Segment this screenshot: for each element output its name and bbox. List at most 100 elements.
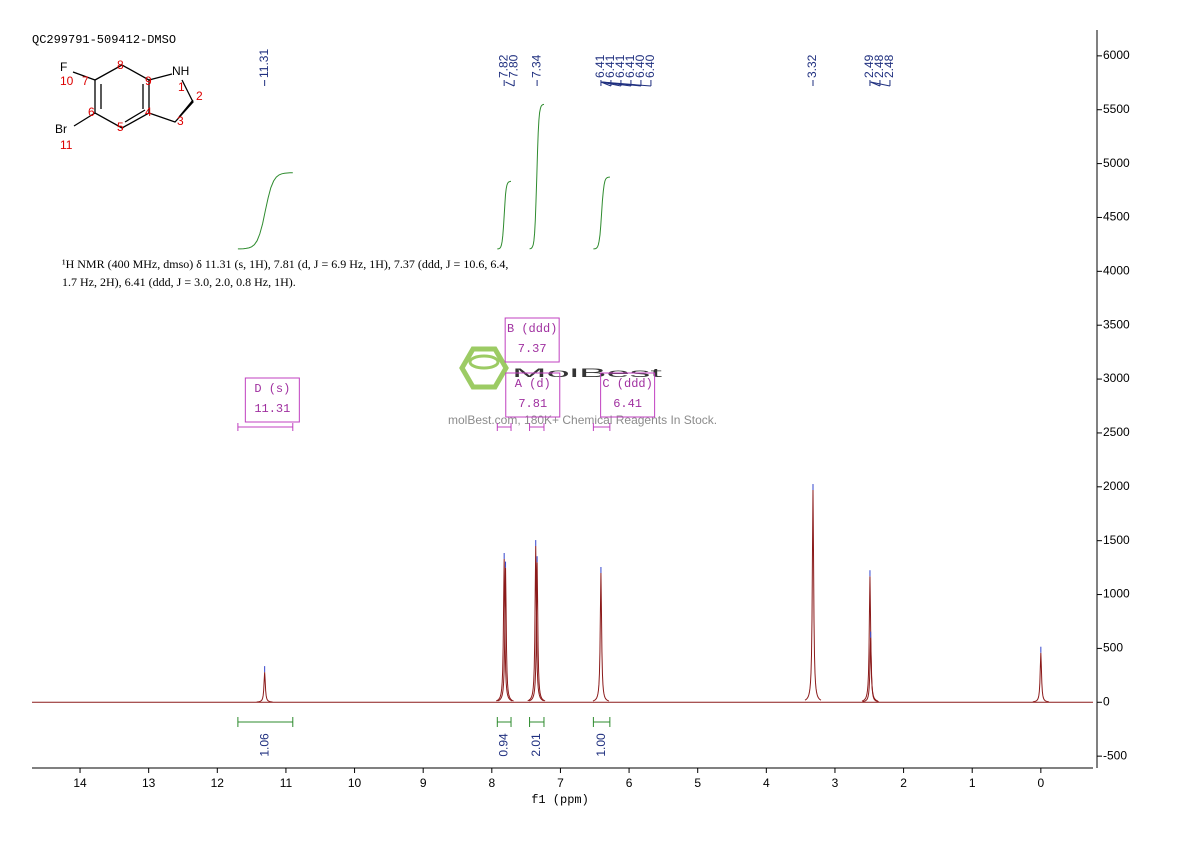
sample-id: QC299791-509412-DMSO — [32, 33, 176, 47]
peak-label: 6.41 — [603, 54, 617, 78]
peak-label: 7.82 — [496, 54, 510, 78]
x-tick-label: 11 — [280, 776, 293, 790]
watermark: MolBest molBest.com, 180K+ Chemical Reag… — [448, 346, 717, 427]
atom-number: 11 — [60, 138, 73, 152]
y-tick-label: 5000 — [1103, 156, 1130, 170]
atom-number: 3 — [177, 114, 184, 128]
description: ¹H NMR (400 MHz, dmso) δ 11.31 (s, 1H), … — [62, 257, 508, 271]
peak-label: 6.41 — [593, 54, 607, 78]
y-tick-label: 4000 — [1103, 264, 1130, 278]
peak — [592, 572, 610, 702]
molecule — [72, 64, 194, 129]
peak-label-connector — [601, 80, 652, 87]
peak-label: 2.48 — [882, 54, 896, 78]
atom: F — [60, 60, 67, 74]
x-tick-label: 7 — [557, 776, 564, 790]
x-tick-label: 12 — [211, 776, 225, 790]
x-axis-label: f1 (ppm) — [531, 793, 589, 807]
peak-label: 2.49 — [862, 54, 876, 78]
y-tick-label: 2500 — [1103, 425, 1130, 439]
x-tick-label: 6 — [626, 776, 633, 790]
atom-number: 9 — [145, 74, 152, 88]
multiplet-label: A (d) — [515, 377, 551, 391]
x-tick-label: 10 — [348, 776, 362, 790]
x-tick-label: 13 — [142, 776, 156, 790]
double-bonds — [100, 84, 146, 123]
peak — [495, 558, 513, 702]
atom: NH — [172, 64, 189, 78]
multiplet-range — [592, 423, 611, 431]
x-tick-label: 5 — [694, 776, 701, 790]
integral-curve — [497, 180, 511, 250]
atom-number: 7 — [82, 74, 89, 88]
peak-label: 7.34 — [529, 54, 543, 78]
y-tick-label: 3500 — [1103, 317, 1130, 331]
description: 1.7 Hz, 2H), 6.41 (ddd, J = 3.0, 2.0, 0.… — [62, 275, 296, 289]
integral-label: 0.94 — [496, 733, 510, 757]
watermark-text: molBest.com, 180K+ Chemical Reagents In … — [448, 413, 717, 427]
atom-number: 2 — [196, 89, 203, 103]
atom-number: 6 — [88, 105, 95, 119]
x-tick-label: 1 — [969, 776, 976, 790]
x-tick-label: 9 — [420, 776, 427, 790]
peak-label-connector — [870, 80, 891, 87]
multiplet-shift: 7.37 — [518, 342, 547, 356]
y-tick-label: 1500 — [1103, 533, 1130, 547]
atom-number: 5 — [117, 120, 124, 134]
peak — [862, 637, 879, 703]
peak — [804, 490, 822, 701]
x-tick-label: 14 — [73, 776, 87, 790]
y-tick-label: 2000 — [1103, 479, 1130, 493]
multiplet-box — [504, 317, 560, 363]
peak-label: 3.32 — [805, 54, 819, 78]
atom-number: 1 — [178, 80, 185, 94]
integral-label: 2.01 — [529, 733, 543, 757]
multiplet-label: D (s) — [254, 382, 290, 396]
y-tick-label: -500 — [1103, 748, 1127, 762]
multiplet-shift: 6.41 — [613, 397, 642, 411]
peak-label: 11.31 — [257, 49, 271, 78]
multiplet-range — [496, 423, 512, 431]
y-tick-label: 0 — [1103, 694, 1110, 708]
y-tick-label: 500 — [1103, 641, 1123, 655]
multiplet-box — [505, 372, 561, 418]
integral-bracket — [529, 717, 545, 727]
peak-label-connector — [505, 80, 515, 87]
integral-curve — [593, 176, 610, 250]
integral-bracket — [237, 717, 294, 727]
peak-label: 6.40 — [643, 54, 657, 78]
peak-label: 2.48 — [872, 54, 886, 78]
atom-labels: F 10 7 8 9 NH 1 2 3 4 5 6 Br 11 — [55, 58, 203, 152]
integral-label: 1.06 — [258, 733, 272, 757]
peak — [861, 576, 879, 702]
substituent-bonds — [72, 71, 96, 127]
pyrrole-ring — [148, 73, 194, 123]
multiplet-label: B (ddd) — [507, 322, 557, 336]
x-tick-label: 3 — [832, 776, 839, 790]
multiplet-range — [237, 423, 294, 431]
y-tick-label: 3000 — [1103, 371, 1130, 385]
atom-number: 8 — [117, 58, 124, 72]
logo-hexagon — [459, 346, 509, 390]
peak — [497, 567, 514, 702]
atom-number: 10 — [60, 74, 74, 88]
peak — [1032, 652, 1049, 703]
multiplet-shift: 11.31 — [254, 402, 290, 416]
x-tick-label: 4 — [763, 776, 770, 790]
y-tick-label: 6000 — [1103, 48, 1130, 62]
peak-label: 6.40 — [633, 54, 647, 78]
x-tick-label: 2 — [900, 776, 907, 790]
logo-mark — [468, 354, 500, 370]
integral-bracket — [592, 717, 611, 727]
peak-label: 6.41 — [623, 54, 637, 78]
benzene-ring — [94, 64, 150, 129]
multiplet-label: C (ddd) — [602, 377, 652, 391]
integral-bracket — [496, 717, 512, 727]
watermark-logo: MolBest — [512, 366, 664, 380]
multiplet-box — [600, 372, 656, 418]
y-tick-label: 5500 — [1103, 102, 1130, 116]
peak-label: 7.80 — [506, 54, 520, 78]
integral-label: 1.00 — [594, 733, 608, 757]
